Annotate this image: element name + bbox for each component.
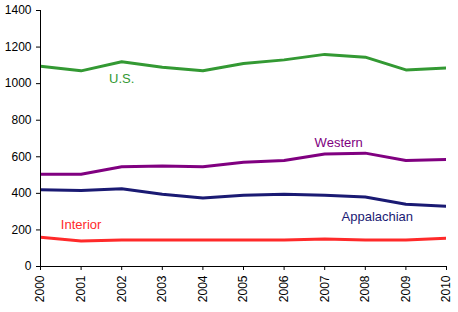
svg-text:Western: Western bbox=[315, 135, 363, 150]
svg-text:200: 200 bbox=[11, 223, 31, 237]
svg-text:1200: 1200 bbox=[5, 40, 32, 54]
svg-text:Interior: Interior bbox=[61, 217, 102, 232]
svg-text:2007: 2007 bbox=[318, 275, 332, 302]
svg-text:Appalachian: Appalachian bbox=[342, 209, 414, 224]
svg-text:2006: 2006 bbox=[277, 275, 291, 302]
svg-text:600: 600 bbox=[11, 150, 31, 164]
svg-text:400: 400 bbox=[11, 186, 31, 200]
svg-text:2000: 2000 bbox=[33, 275, 47, 302]
svg-text:1000: 1000 bbox=[5, 76, 32, 90]
svg-text:2004: 2004 bbox=[196, 275, 210, 302]
svg-text:2009: 2009 bbox=[399, 275, 413, 302]
svg-text:0: 0 bbox=[25, 259, 32, 273]
svg-text:2005: 2005 bbox=[236, 275, 250, 302]
svg-text:U.S.: U.S. bbox=[109, 71, 134, 86]
svg-text:1400: 1400 bbox=[5, 3, 32, 17]
svg-text:2002: 2002 bbox=[115, 275, 129, 302]
svg-text:2001: 2001 bbox=[74, 275, 88, 302]
svg-text:2010: 2010 bbox=[439, 275, 453, 302]
svg-text:2008: 2008 bbox=[358, 275, 372, 302]
svg-text:800: 800 bbox=[11, 113, 31, 127]
svg-text:2003: 2003 bbox=[155, 275, 169, 302]
